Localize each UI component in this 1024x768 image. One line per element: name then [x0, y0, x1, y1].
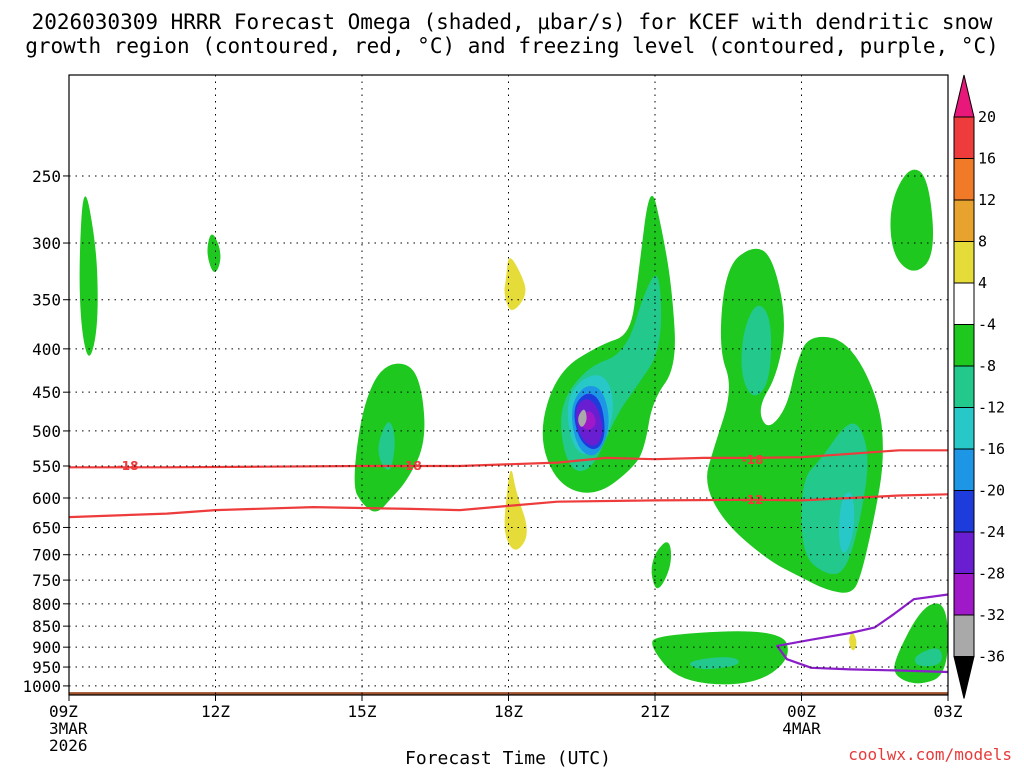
colorbar-bin-4..8: [953, 241, 975, 284]
colorbar-top-triangle: [953, 74, 975, 118]
chart-title-line-1: 2026030309 HRRR Forecast Omega (shaded, …: [32, 10, 993, 34]
colorbar-label-20: 20: [978, 108, 996, 126]
colorbar-bin--24..-20: [953, 490, 975, 533]
omega-region-green-1: [79, 196, 98, 356]
y-tick-label-800: 800: [32, 595, 61, 614]
y-tick-label-250: 250: [32, 167, 61, 186]
colorbar-label--20: -20: [978, 482, 1005, 500]
colorbar-label-12: 12: [978, 191, 996, 209]
omega-colorbar: 20 16 12 8 4 -4 -8 -12 -16 -20 -24 -28 -32 -36: [953, 74, 1005, 699]
y-tick-label-500: 500: [32, 422, 61, 441]
colorbar-label--12: -12: [978, 399, 1005, 417]
omega-shaded-regions: [79, 169, 948, 685]
y-tick-label-300: 300: [32, 234, 61, 253]
omega-region-green-8: [890, 169, 934, 271]
colorbar-label--32: -32: [978, 606, 1005, 624]
omega-region-green-5: [707, 248, 883, 593]
colorbar-label--28: -28: [978, 565, 1005, 583]
chart-title-line-2: growth region (contoured, red, °C) and f…: [25, 34, 999, 58]
x-tick-date-09Z: 3MAR: [49, 719, 88, 738]
omega-region-yellow-1: [504, 258, 526, 310]
colorbar-bin-8..12: [953, 199, 975, 242]
colorbar-label--4: -4: [978, 316, 996, 334]
colorbar-label-16: 16: [978, 150, 996, 168]
colorbar-bin-12..16: [953, 158, 975, 201]
colorbar-label-4: 4: [978, 274, 987, 292]
omega-region-green-2: [207, 234, 221, 273]
colorbar-bin--12..-8: [953, 365, 975, 408]
y-tick-label-350: 350: [32, 291, 61, 310]
x-tick-label-00Z: 00Z: [787, 702, 816, 721]
omega-region-teal-5: [689, 657, 739, 670]
y-tick-label-550: 550: [32, 457, 61, 476]
colorbar-label--16: -16: [978, 440, 1005, 458]
y-tick-label-1000: 1000: [22, 677, 61, 696]
temperature-contours: -18 -18 -18-12: [69, 449, 948, 674]
omega-region-teal-6: [914, 648, 942, 667]
source-credit: coolwx.com/models: [848, 745, 1012, 764]
x-tick-label-12Z: 12Z: [201, 702, 230, 721]
x-tick-label-21Z: 21Z: [641, 702, 670, 721]
omega-region-green-6: [651, 542, 672, 589]
omega-region-yellow-3: [849, 633, 857, 651]
y-tick-label-600: 600: [32, 489, 61, 508]
colorbar-label--24: -24: [978, 523, 1005, 541]
contour-label--12: -12: [742, 493, 764, 507]
colorbar-bin--28..-24: [953, 531, 975, 574]
y-tick-label-400: 400: [32, 340, 61, 359]
y-axis-pressure-ticks: 250 300 350 400 450 500 550 600 650 700 750 800 850 9…: [22, 167, 69, 696]
colorbar-bin--8..-4: [953, 324, 975, 367]
y-tick-label-750: 750: [32, 571, 61, 590]
colorbar-bin--36..-32: [953, 614, 975, 657]
omega-region-teal-1: [378, 422, 395, 470]
colorbar-bin--20..-16: [953, 448, 975, 491]
y-tick-label-850: 850: [32, 617, 61, 636]
x-tick-label-18Z: 18Z: [494, 702, 523, 721]
y-tick-label-700: 700: [32, 546, 61, 565]
x-tick-date-00Z: 4MAR: [782, 719, 821, 738]
contour-line--12-1: [69, 493, 948, 519]
colorbar-bin--16..-12: [953, 407, 975, 450]
contour-line--18-0: [69, 449, 948, 469]
y-tick-label-950: 950: [32, 658, 61, 677]
colorbar-bottom-triangle: [953, 656, 975, 699]
y-tick-label-450: 450: [32, 383, 61, 402]
colorbar-label-8: 8: [978, 233, 987, 251]
omega-region-yellow-2: [504, 470, 527, 550]
contour-label--18: -18: [742, 453, 764, 467]
colorbar-bin--32..-28: [953, 573, 975, 616]
colorbar-bin-16..20: [953, 116, 975, 159]
omega-region-teal-3: [741, 305, 772, 396]
x-tick-year-09Z: 2026: [49, 736, 88, 755]
colorbar-bin--4..4: [953, 282, 975, 325]
x-tick-label-03Z: 03Z: [934, 702, 963, 721]
contour-line-freezing-level-2: [776, 593, 948, 674]
omega-region-cyan-2: [839, 492, 855, 553]
y-tick-label-900: 900: [32, 638, 61, 657]
x-tick-label-15Z: 15Z: [348, 702, 377, 721]
y-tick-label-650: 650: [32, 518, 61, 537]
omega-region-grey-1: [578, 409, 587, 427]
x-axis-title: Forecast Time (UTC): [405, 748, 611, 768]
colorbar-label--8: -8: [978, 357, 996, 375]
x-tick-label-09Z: 09Z: [49, 702, 78, 721]
colorbar-label--36: -36: [978, 648, 1005, 666]
contour-label--18: -18: [400, 459, 422, 473]
